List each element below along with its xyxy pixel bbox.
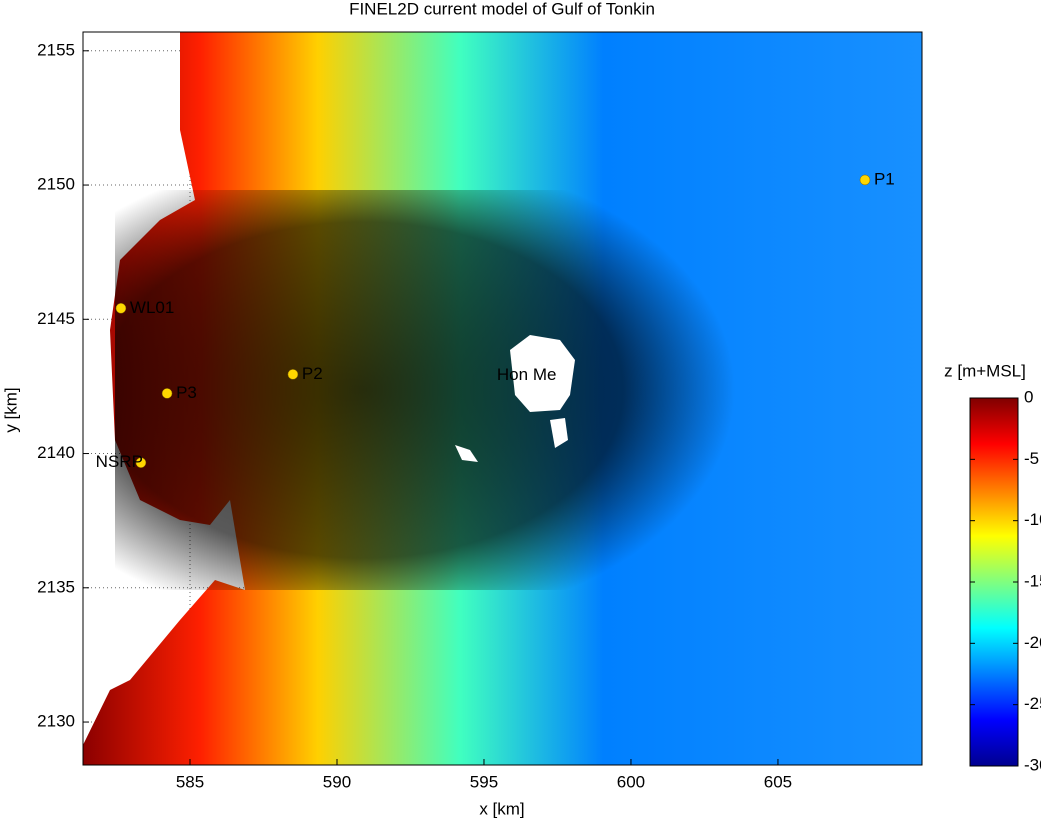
station-label: P1 <box>874 169 895 188</box>
y-axis-label: y [km] <box>1 387 20 432</box>
x-tick-label: 600 <box>617 772 645 791</box>
station-label: P2 <box>302 364 323 383</box>
y-tick-label: 2155 <box>37 40 75 59</box>
station-marker <box>287 369 299 380</box>
island <box>550 418 568 448</box>
x-tick-label: 590 <box>323 772 351 791</box>
fine-mesh <box>115 190 735 590</box>
colorbar <box>969 397 1019 767</box>
chart-title: FINEL2D current model of Gulf of Tonkin <box>349 0 655 18</box>
y-tick-label: 2130 <box>37 712 75 731</box>
colorbar-tick-label: -10 <box>1024 510 1041 529</box>
colorbar-tick-label: 0 <box>1024 387 1033 406</box>
station-marker <box>859 174 871 186</box>
colorbar-tick-label: -25 <box>1024 694 1041 713</box>
y-tick-label: 2145 <box>37 309 75 328</box>
station-marker <box>135 457 147 468</box>
colorbar-tick-label: -5 <box>1024 449 1039 468</box>
station-marker <box>115 303 127 314</box>
y-tick-label: 2150 <box>37 175 75 194</box>
colorbar-label: z [m+MSL] <box>944 361 1026 380</box>
island <box>455 445 478 462</box>
plot-area <box>82 31 923 766</box>
colorbar-tick-label: -15 <box>1024 571 1041 590</box>
x-tick-label: 585 <box>176 772 204 791</box>
station-marker <box>161 388 173 399</box>
y-tick-label: 2140 <box>37 443 75 462</box>
x-axis-label: x [km] <box>479 799 524 818</box>
station-label: NSRP <box>96 452 143 471</box>
annotation: Hon Me <box>497 365 557 384</box>
x-tick-label: 605 <box>764 772 792 791</box>
island <box>510 335 575 412</box>
colorbar-tick-label: -20 <box>1024 633 1041 652</box>
colorbar-tick-label: -30 <box>1024 755 1041 774</box>
axes-box <box>82 31 923 766</box>
x-tick-label: 595 <box>470 772 498 791</box>
station-label: WL01 <box>130 298 174 317</box>
station-label: P3 <box>176 383 197 402</box>
y-tick-label: 2135 <box>37 577 75 596</box>
